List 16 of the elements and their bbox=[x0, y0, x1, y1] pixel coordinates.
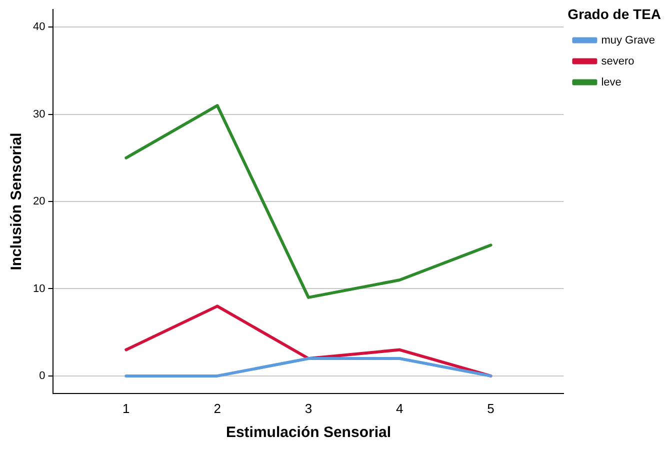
y-tick-label: 0 bbox=[39, 370, 46, 382]
x-tick-label: 4 bbox=[396, 400, 404, 416]
legend-label: muy Grave bbox=[601, 34, 656, 46]
x-axis-title: Estimulación Sensorial bbox=[226, 424, 392, 442]
x-tick-label: 3 bbox=[304, 400, 312, 416]
y-tick-label: 20 bbox=[32, 196, 46, 208]
y-tick-label: 10 bbox=[32, 282, 46, 295]
y-tick-label: 30 bbox=[32, 108, 46, 120]
x-tick-label: 2 bbox=[214, 400, 221, 416]
legend-title: Grado de TEA bbox=[568, 6, 662, 22]
legend-label: severo bbox=[601, 55, 634, 68]
legend-label: leve bbox=[601, 76, 622, 88]
x-tick-label: 1 bbox=[122, 400, 130, 416]
y-tick-label: 40 bbox=[32, 21, 46, 34]
x-tick-label: 5 bbox=[487, 400, 494, 416]
y-axis-title: Inclusión Sensorial bbox=[8, 132, 26, 270]
